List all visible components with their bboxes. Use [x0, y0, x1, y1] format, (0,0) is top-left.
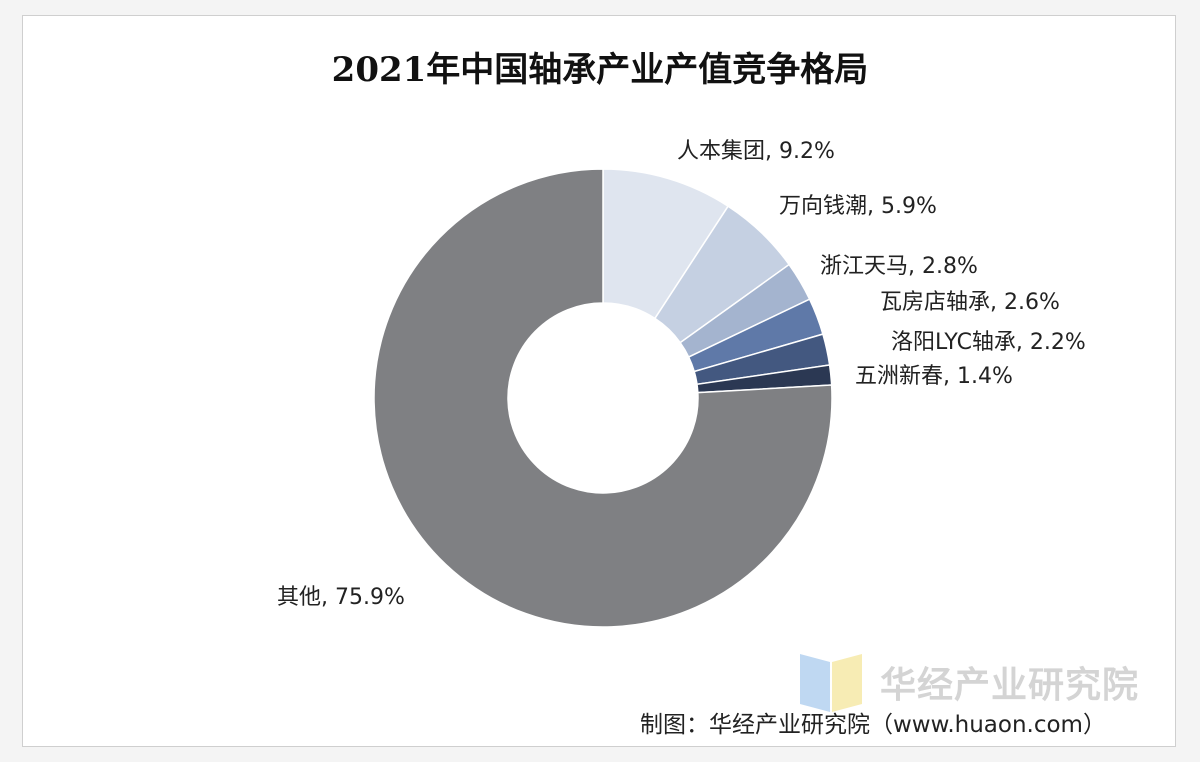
slice-label-3: 浙江天马, 2.8% [820, 254, 978, 279]
source-note: 制图：华经产业研究院（www.huaon.com） [640, 712, 1106, 738]
huaon-logo-icon [800, 654, 862, 712]
slice-label-6: 五洲新春, 1.4% [855, 364, 1013, 389]
slice-7 [373, 168, 833, 628]
chart-title: 2021年中国轴承产业产值竞争格局 [331, 50, 869, 90]
watermark-text: 华经产业研究院 [880, 665, 1140, 706]
slice-label-1: 人本集团, 9.2% [677, 139, 835, 164]
slice-label-2: 万向钱潮, 5.9% [779, 194, 937, 219]
slice-label-4: 瓦房店轴承, 2.6% [880, 290, 1060, 315]
watermark: 华经产业研究院 [800, 652, 1180, 712]
slice-label-5: 洛阳LYC轴承, 2.2% [891, 330, 1086, 355]
donut-slices [373, 168, 833, 628]
slice-label-7: 其他, 75.9% [277, 585, 405, 610]
slice-labels: 人本集团, 9.2% 万向钱潮, 5.9% 浙江天马, 2.8% 瓦房店轴承, 2.6… [277, 139, 1086, 610]
